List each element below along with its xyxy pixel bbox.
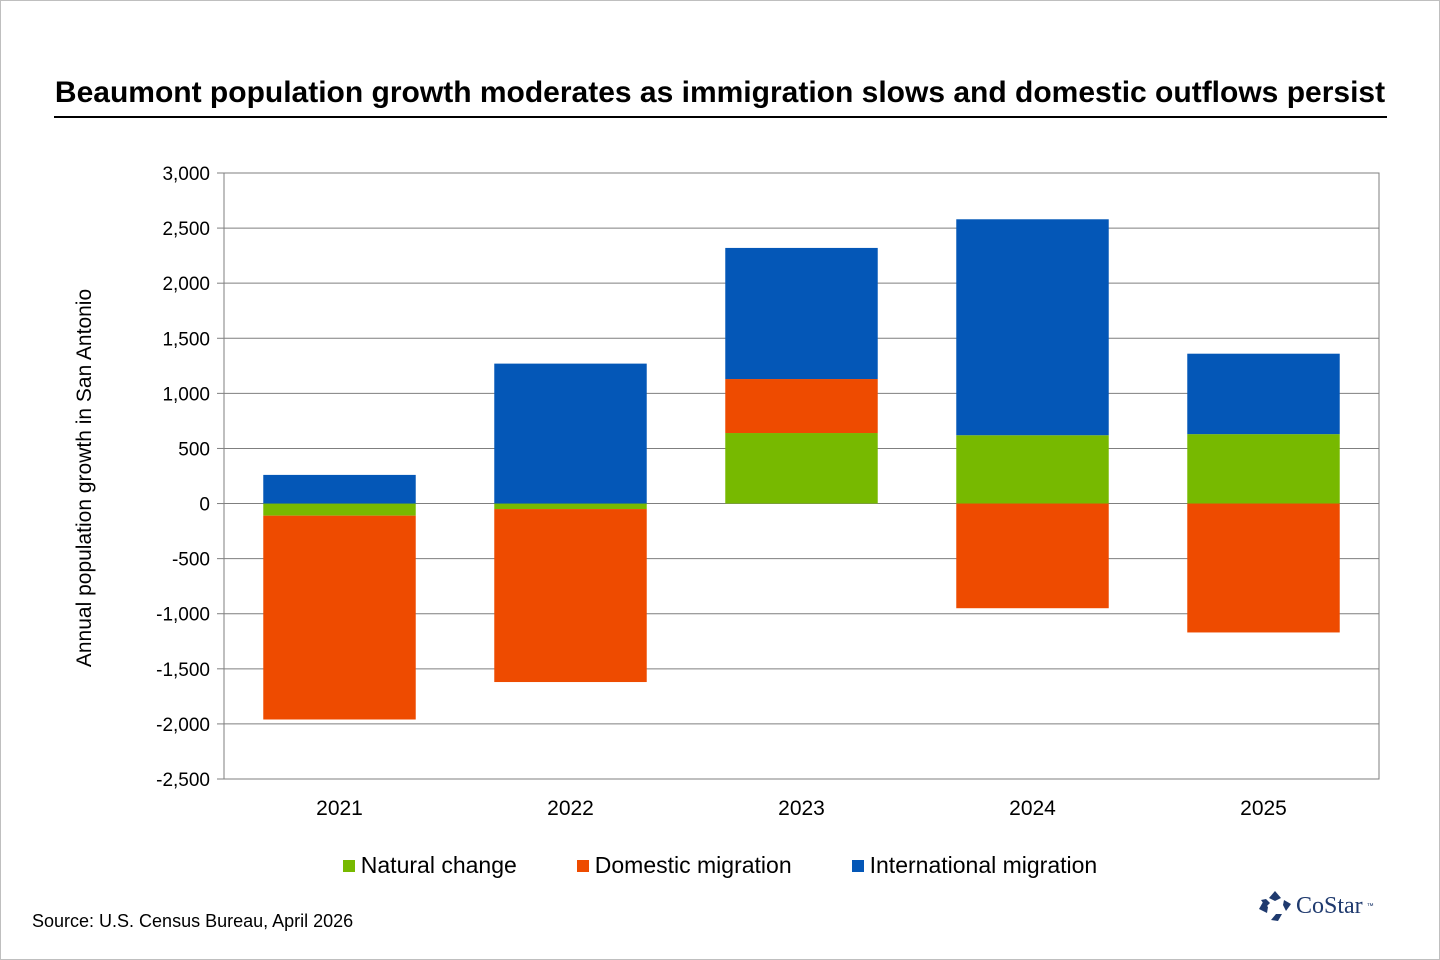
costar-logo: CoStar ™ (1258, 890, 1374, 922)
plot-area-border (223, 172, 1380, 780)
legend-item-domestic-migration: Domestic migration (576, 852, 792, 879)
axes: 3,000 2,500 2,000 1,500 1,000 500 0 -500 -1,000 -… (156, 164, 1380, 820)
legend-item-natural-change: Natural change (342, 852, 517, 879)
legend: Natural change Domestic migration Intern… (0, 852, 1440, 879)
y-tick-label: 0 (199, 495, 210, 516)
bar-domestic-migration-2021 (263, 515, 416, 720)
bar-domestic-migration-2023 (725, 379, 878, 434)
y-axis-label: Annual population growth in San Antonio (73, 289, 96, 667)
legend-swatch-natural-change (342, 859, 355, 872)
y-tick-label: -500 (172, 550, 210, 571)
y-tick-label: -2,500 (156, 770, 210, 791)
y-tick-label: -1,500 (156, 660, 210, 681)
y-tick-label: 1,000 (162, 384, 210, 405)
bar-natural-change-2024 (956, 435, 1109, 504)
legend-swatch-domestic-migration (576, 859, 589, 872)
bar-international-migration-2021 (263, 474, 416, 504)
bar-natural-change-2025 (1187, 434, 1340, 504)
bars (263, 219, 1340, 720)
source-note: Source: U.S. Census Bureau, April 2026 (32, 911, 354, 931)
chart-title: Beaumont population growth moderates as … (54, 76, 1386, 109)
y-tick-label: -2,000 (156, 715, 210, 736)
bar-international-migration-2025 (1187, 353, 1340, 435)
bar-natural-change-2022 (494, 503, 647, 510)
x-tick-label: 2021 (316, 797, 363, 820)
costar-star-icon (1259, 891, 1291, 921)
bar-international-migration-2022 (494, 363, 647, 504)
y-tick-label: -1,000 (156, 605, 210, 626)
y-tick-label: 1,500 (162, 329, 210, 350)
x-tick-label: 2023 (778, 797, 825, 820)
y-tick-label: 3,000 (162, 164, 210, 185)
legend-swatch-international-migration (851, 859, 864, 872)
bar-international-migration-2024 (956, 219, 1109, 436)
bar-international-migration-2023 (725, 247, 878, 380)
costar-logo-text: CoStar (1296, 892, 1363, 919)
y-tick-label: 2,000 (162, 274, 210, 295)
bar-natural-change-2021 (263, 503, 416, 516)
x-tick-label: 2024 (1009, 797, 1056, 820)
legend-label-natural-change: Natural change (360, 852, 517, 878)
bar-domestic-migration-2024 (956, 503, 1109, 609)
legend-label-domestic-migration: Domestic migration (594, 852, 792, 878)
y-tick-label: 2,500 (162, 219, 210, 240)
x-tick-label: 2022 (547, 797, 594, 820)
title-underline (54, 116, 1387, 118)
costar-logo-tm: ™ (1366, 902, 1374, 910)
x-tick-label: 2025 (1240, 797, 1287, 820)
bar-natural-change-2023 (725, 433, 878, 504)
bar-domestic-migration-2022 (494, 509, 647, 683)
bar-domestic-migration-2025 (1187, 503, 1340, 633)
y-tick-label: 500 (178, 439, 210, 460)
legend-item-international-migration: International migration (851, 852, 1098, 879)
legend-label-international-migration: International migration (869, 852, 1098, 878)
